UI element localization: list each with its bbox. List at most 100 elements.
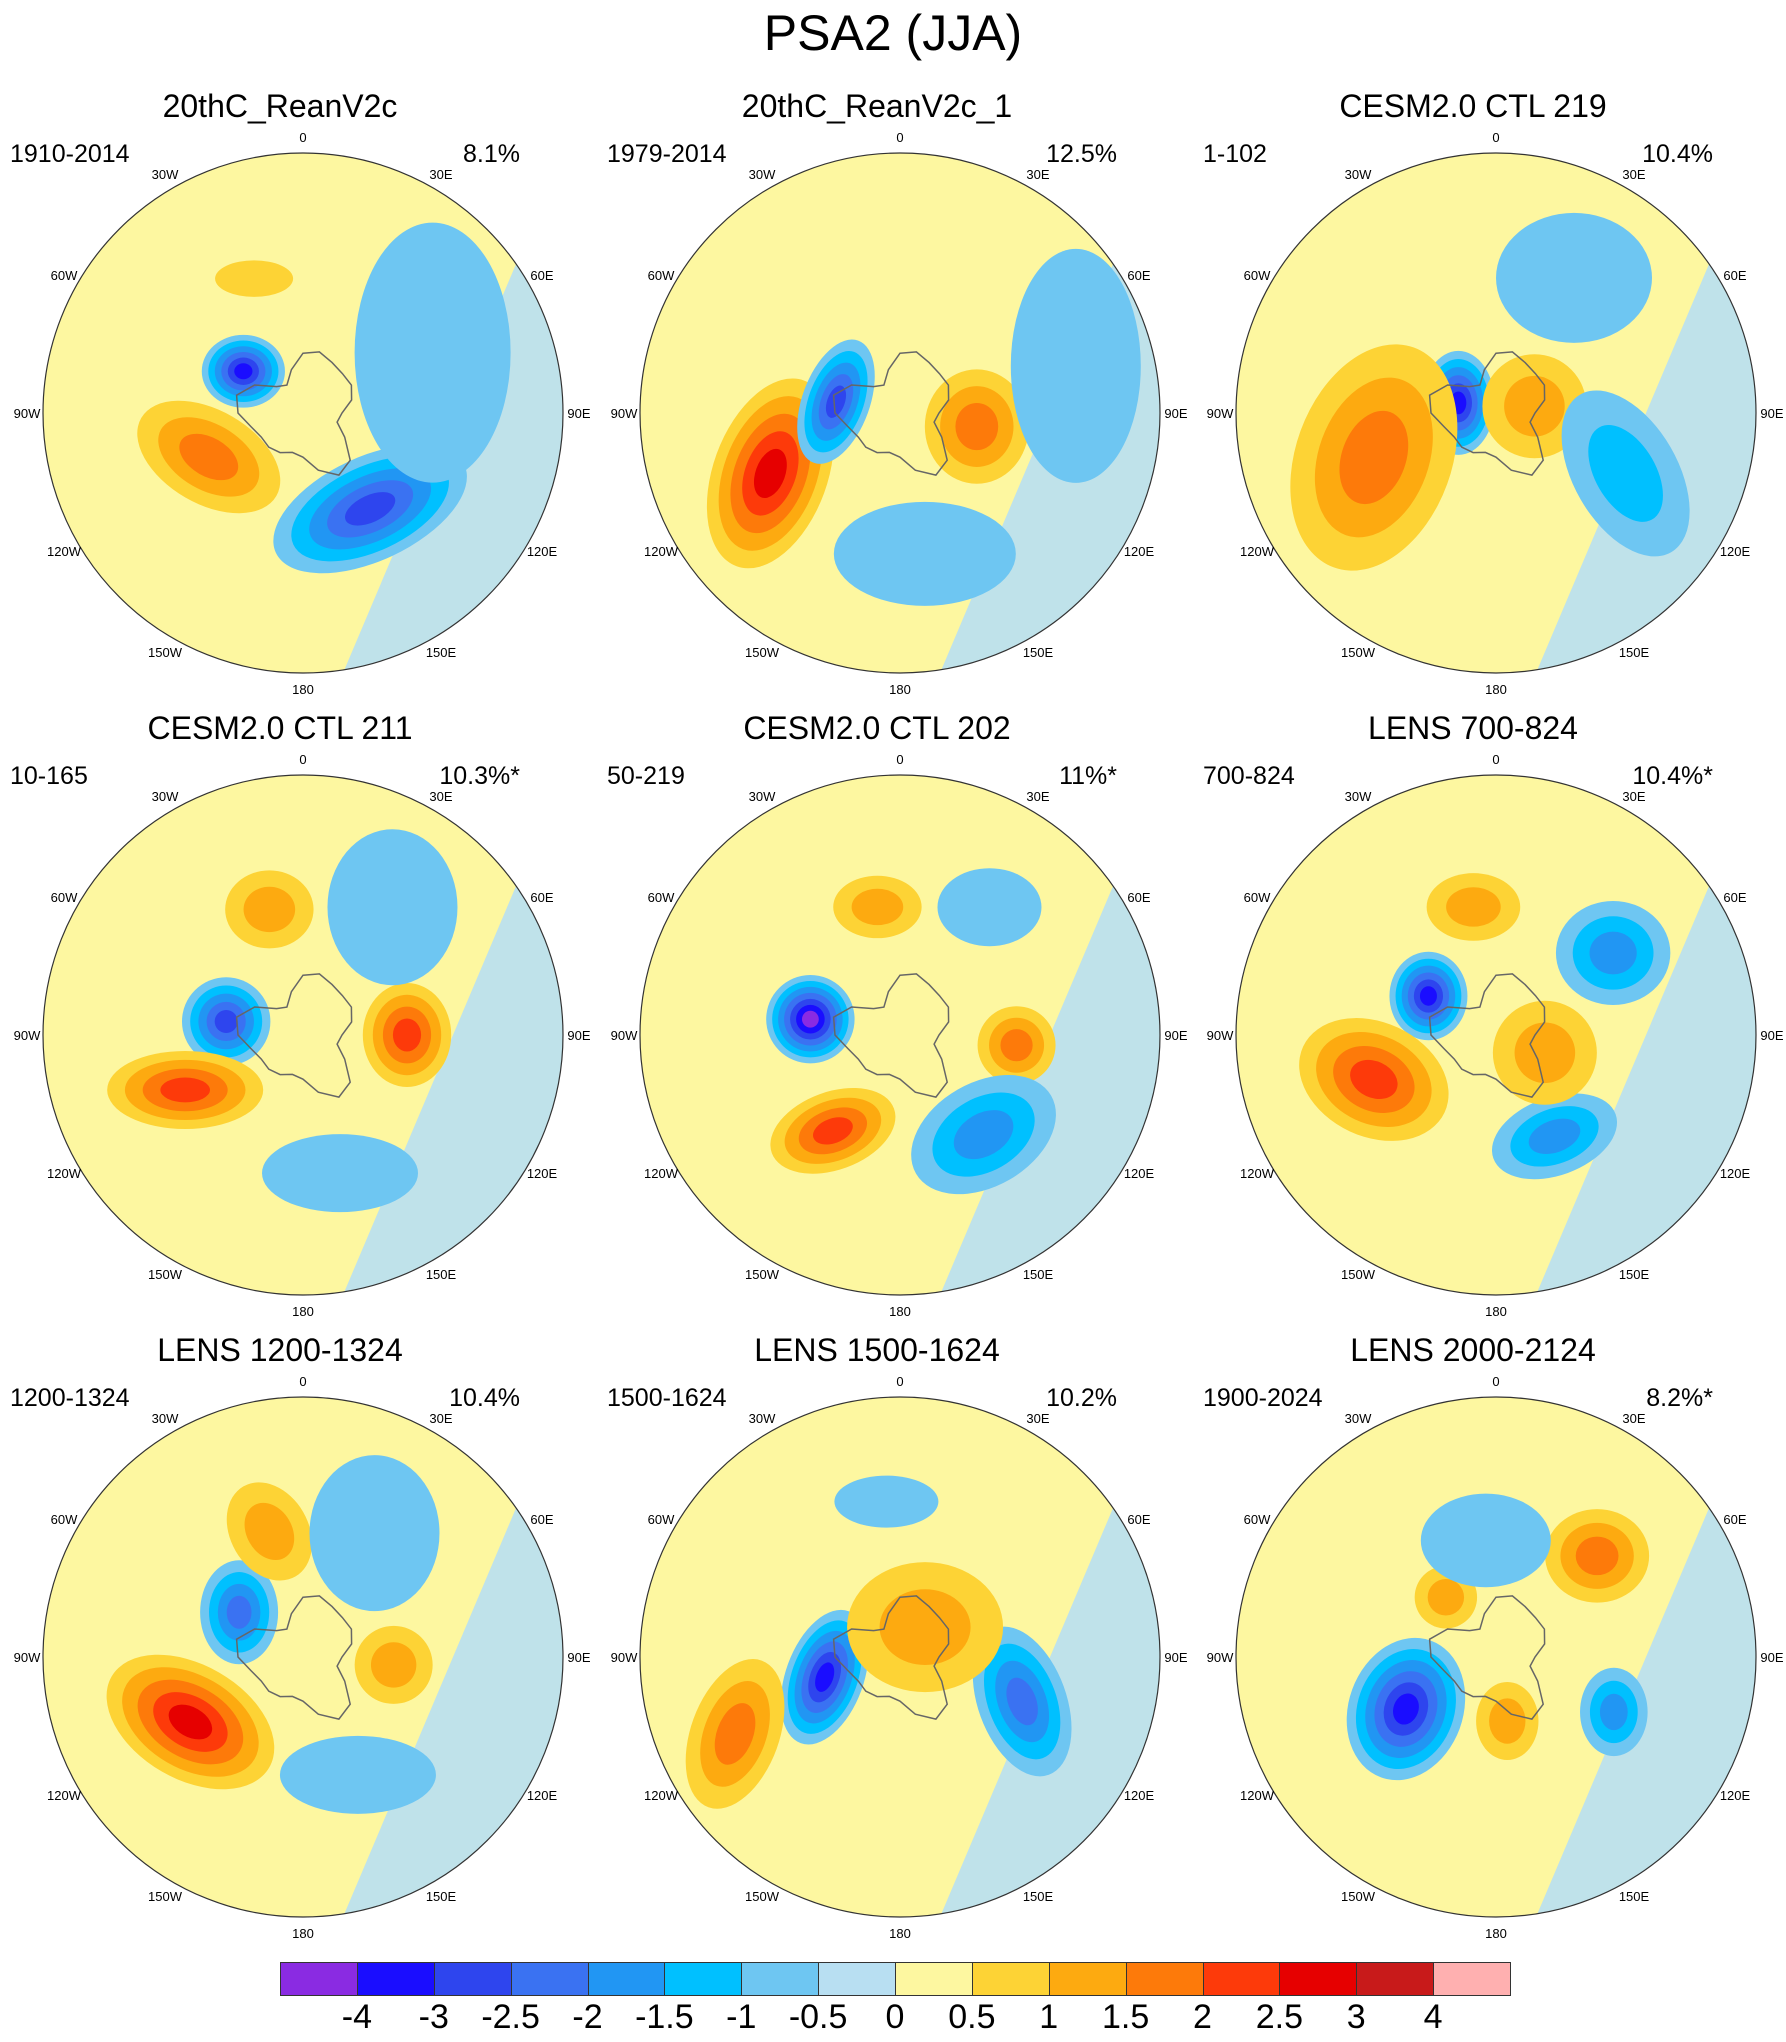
longitude-label: 60E (1723, 890, 1746, 905)
longitude-label: 180 (292, 1304, 314, 1319)
colorbar-label: 0.5 (948, 1998, 996, 2036)
longitude-label: 30W (749, 167, 776, 182)
colorbar-label: -1 (726, 1998, 757, 2036)
negative-anomaly-contour (801, 1010, 819, 1028)
longitude-label: 60E (530, 890, 553, 905)
longitude-label: 60W (1244, 268, 1271, 283)
colorbar-label: -2 (572, 1998, 603, 2036)
polar-map: 0 30E 60E 90E 120E 150E 180 150W 120W 90W 60W 30W (1207, 1374, 1784, 1941)
longitude-label: 150E (1619, 1267, 1650, 1282)
negative-anomaly-contour (815, 1662, 835, 1692)
map-panel: 0 30E 60E 90E 120E 150E 180 150W 120W 90W 60W 30W 20… (597, 88, 1188, 708)
negative-anomaly-contour (1420, 1493, 1551, 1588)
negative-region (1496, 775, 1756, 1295)
longitude-label: 180 (1485, 682, 1507, 697)
longitude-label: 30W (1345, 789, 1372, 804)
longitude-label: 30E (1622, 789, 1645, 804)
longitude-label: 150W (745, 1267, 780, 1282)
longitude-label: 0 (896, 130, 903, 145)
positive-anomaly-contour (955, 402, 999, 451)
colorbar-label: -2.5 (481, 1998, 540, 2036)
longitude-label: 30W (1345, 167, 1372, 182)
longitude-label: 60W (1244, 1512, 1271, 1527)
longitude-label: 30E (429, 1411, 452, 1426)
longitude-label: 120W (1240, 544, 1275, 559)
positive-anomaly-contour (244, 1502, 295, 1561)
panel-period: 50-219 (607, 762, 685, 790)
longitude-label: 120E (1720, 1788, 1751, 1803)
longitude-label: 90E (567, 406, 590, 421)
colorbar-swatch (280, 1962, 358, 1996)
colorbar-swatch (741, 1962, 820, 1996)
positive-anomaly-contour (714, 1703, 756, 1765)
longitude-label: 120W (1240, 1166, 1275, 1181)
map-boundary (42, 152, 564, 674)
negative-anomaly-contour (1419, 986, 1437, 1006)
longitude-label: 30W (152, 1411, 179, 1426)
antarctica-coastline (832, 351, 950, 476)
longitude-label: 60E (1127, 268, 1150, 283)
panel-title: CESM2.0 CTL 211 (147, 710, 413, 746)
map-panel: 0 30E 60E 90E 120E 150E 180 150W 120W 90W 60W 30W 20… (0, 88, 591, 708)
positive-anomaly-contour (370, 1642, 417, 1688)
negative-anomaly-contour (1599, 1693, 1628, 1731)
positive-anomaly-contour (1350, 1059, 1398, 1100)
colorbar-swatch (971, 1962, 1050, 1996)
panel-variance: 10.4% (449, 1384, 520, 1412)
panel-title: CESM2.0 CTL 219 (1339, 88, 1607, 124)
longitude-label: 60W (648, 268, 675, 283)
longitude-label: 90W (611, 1650, 638, 1665)
positive-anomaly-contour (1504, 375, 1565, 437)
longitude-label: 90E (567, 1650, 590, 1665)
negative-anomaly-contour (1010, 248, 1141, 483)
colorbar-swatch (587, 1962, 666, 1996)
longitude-label: 30E (1622, 167, 1645, 182)
negative-anomaly-contour (1589, 931, 1637, 975)
longitude-label: 150E (1619, 1889, 1650, 1904)
longitude-label: 90E (1164, 406, 1187, 421)
longitude-label: 150W (148, 645, 183, 660)
longitude-label: 150W (148, 1267, 183, 1282)
longitude-label: 60E (1723, 1512, 1746, 1527)
negative-region (1496, 153, 1756, 673)
panel-period: 1500-1624 (607, 1384, 727, 1412)
colorbar-swatch (433, 1962, 512, 1996)
panel-title: LENS 2000-2124 (1350, 1332, 1596, 1368)
longitude-label: 90W (1207, 1650, 1234, 1665)
longitude-label: 120E (527, 544, 558, 559)
antarctica-coastline (1428, 351, 1546, 476)
longitude-label: 150E (1023, 1267, 1054, 1282)
colorbar-label: -0.5 (788, 1998, 848, 2036)
longitude-label: 60E (1723, 268, 1746, 283)
polar-map: 0 30E 60E 90E 120E 150E 180 150W 120W 90W 60W 30W (611, 1374, 1188, 1941)
colorbar-swatch (356, 1962, 435, 1996)
longitude-label: 30W (1345, 1411, 1372, 1426)
negative-anomaly-contour (825, 385, 847, 418)
longitude-label: 120W (1240, 1788, 1275, 1803)
longitude-label: 90W (1207, 1028, 1234, 1043)
map-boundary (42, 1396, 564, 1918)
antarctica-coastline (1428, 1595, 1546, 1720)
longitude-label: 30E (1622, 1411, 1645, 1426)
longitude-label: 120E (1124, 1166, 1155, 1181)
longitude-label: 150W (1341, 1889, 1376, 1904)
map-boundary (42, 774, 564, 1296)
positive-anomaly-contour (1000, 1029, 1033, 1062)
negative-anomaly-contour (1392, 1693, 1419, 1725)
colorbar: -4 -3 -2.5 -2 -1.5 -1 -0.5 0 0.5 1 1.5 2 2.5 3 4 (280, 1962, 1511, 2042)
longitude-label: 90E (1164, 1650, 1187, 1665)
longitude-label: 0 (299, 1374, 306, 1389)
negative-anomaly-contour (953, 1110, 1014, 1160)
longitude-label: 30E (1026, 167, 1049, 182)
longitude-label: 0 (896, 752, 903, 767)
panel-variance: 11%* (1059, 762, 1117, 790)
polar-map: 0 30E 60E 90E 120E 150E 180 150W 120W 90W 60W 30W (611, 752, 1188, 1319)
longitude-label: 120E (1720, 544, 1751, 559)
map-panel: 0 30E 60E 90E 120E 150E 180 150W 120W 90W 60W 30W CE… (0, 710, 591, 1330)
longitude-label: 60E (530, 268, 553, 283)
longitude-label: 60E (1127, 890, 1150, 905)
negative-region (303, 1397, 563, 1917)
longitude-label: 150E (1023, 1889, 1054, 1904)
negative-anomaly-contour (327, 829, 458, 986)
panel-period: 700-824 (1203, 762, 1295, 790)
